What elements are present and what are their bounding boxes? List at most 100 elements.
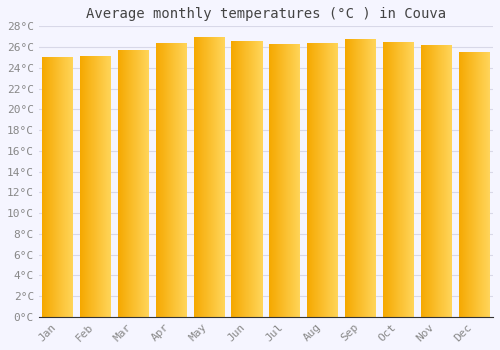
Bar [422, 45, 423, 317]
Bar [322, 43, 323, 317]
Bar [426, 45, 427, 317]
Bar [119, 50, 120, 317]
Bar [247, 41, 248, 317]
Bar [245, 41, 246, 317]
Bar [451, 45, 452, 317]
Bar [234, 41, 235, 317]
Bar [368, 39, 369, 317]
Bar [239, 41, 240, 317]
Bar [214, 37, 215, 317]
Bar [248, 41, 249, 317]
Bar [220, 37, 221, 317]
Bar [375, 39, 376, 317]
Bar [194, 37, 195, 317]
Bar [370, 39, 371, 317]
Bar [413, 42, 414, 317]
Bar [175, 43, 176, 317]
Bar [101, 56, 102, 317]
Bar [206, 37, 207, 317]
Bar [298, 44, 299, 317]
Bar [142, 50, 143, 317]
Bar [61, 57, 62, 317]
Bar [167, 43, 168, 317]
Bar [271, 44, 272, 317]
Bar [159, 43, 160, 317]
Bar [385, 42, 386, 317]
Bar [408, 42, 409, 317]
Bar [249, 41, 250, 317]
Bar [369, 39, 370, 317]
Bar [484, 52, 485, 317]
Bar [71, 57, 72, 317]
Bar [251, 41, 252, 317]
Bar [160, 43, 161, 317]
Bar [130, 50, 131, 317]
Bar [81, 56, 82, 317]
Bar [469, 52, 470, 317]
Bar [98, 56, 99, 317]
Bar [477, 52, 478, 317]
Bar [182, 43, 183, 317]
Bar [489, 52, 490, 317]
Bar [442, 45, 443, 317]
Bar [97, 56, 98, 317]
Bar [254, 41, 255, 317]
Bar [183, 43, 184, 317]
Bar [331, 43, 332, 317]
Bar [45, 57, 46, 317]
Bar [198, 37, 199, 317]
Bar [356, 39, 357, 317]
Bar [311, 43, 312, 317]
Bar [88, 56, 89, 317]
Bar [288, 44, 289, 317]
Bar [487, 52, 488, 317]
Bar [196, 37, 198, 317]
Bar [394, 42, 395, 317]
Bar [246, 41, 247, 317]
Bar [478, 52, 479, 317]
Bar [255, 41, 256, 317]
Bar [481, 52, 482, 317]
Bar [237, 41, 238, 317]
Bar [401, 42, 402, 317]
Bar [277, 44, 278, 317]
Bar [459, 52, 460, 317]
Bar [330, 43, 331, 317]
Bar [235, 41, 236, 317]
Bar [140, 50, 141, 317]
Bar [257, 41, 258, 317]
Bar [386, 42, 387, 317]
Bar [485, 52, 486, 317]
Bar [55, 57, 56, 317]
Bar [434, 45, 435, 317]
Bar [218, 37, 219, 317]
Bar [352, 39, 353, 317]
Bar [165, 43, 166, 317]
Bar [48, 57, 49, 317]
Bar [57, 57, 58, 317]
Bar [42, 57, 43, 317]
Bar [129, 50, 130, 317]
Bar [58, 57, 59, 317]
Bar [472, 52, 473, 317]
Bar [412, 42, 413, 317]
Bar [397, 42, 398, 317]
Bar [199, 37, 200, 317]
Bar [464, 52, 465, 317]
Bar [69, 57, 70, 317]
Bar [273, 44, 274, 317]
Bar [328, 43, 329, 317]
Bar [292, 44, 293, 317]
Bar [100, 56, 101, 317]
Bar [329, 43, 330, 317]
Bar [252, 41, 253, 317]
Bar [96, 56, 97, 317]
Bar [50, 57, 51, 317]
Bar [444, 45, 445, 317]
Bar [372, 39, 373, 317]
Bar [64, 57, 65, 317]
Bar [270, 44, 271, 317]
Bar [313, 43, 314, 317]
Bar [290, 44, 291, 317]
Bar [200, 37, 201, 317]
